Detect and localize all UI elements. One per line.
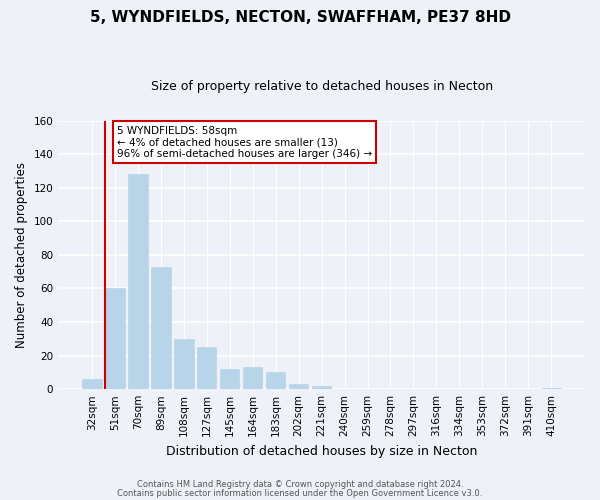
Bar: [266, 372, 286, 389]
Bar: [289, 384, 308, 389]
Bar: [128, 174, 148, 389]
Text: 5, WYNDFIELDS, NECTON, SWAFFHAM, PE37 8HD: 5, WYNDFIELDS, NECTON, SWAFFHAM, PE37 8H…: [89, 10, 511, 25]
Bar: [220, 369, 239, 389]
Text: Contains HM Land Registry data © Crown copyright and database right 2024.: Contains HM Land Registry data © Crown c…: [137, 480, 463, 489]
Text: 5 WYNDFIELDS: 58sqm
← 4% of detached houses are smaller (13)
96% of semi-detache: 5 WYNDFIELDS: 58sqm ← 4% of detached hou…: [117, 126, 372, 159]
X-axis label: Distribution of detached houses by size in Necton: Distribution of detached houses by size …: [166, 444, 477, 458]
Bar: [174, 339, 194, 389]
Bar: [197, 347, 217, 389]
Bar: [312, 386, 331, 389]
Bar: [82, 379, 101, 389]
Bar: [243, 368, 262, 389]
Title: Size of property relative to detached houses in Necton: Size of property relative to detached ho…: [151, 80, 493, 93]
Y-axis label: Number of detached properties: Number of detached properties: [15, 162, 28, 348]
Text: Contains public sector information licensed under the Open Government Licence v3: Contains public sector information licen…: [118, 490, 482, 498]
Bar: [542, 388, 561, 389]
Bar: [105, 288, 125, 389]
Bar: [151, 266, 170, 389]
